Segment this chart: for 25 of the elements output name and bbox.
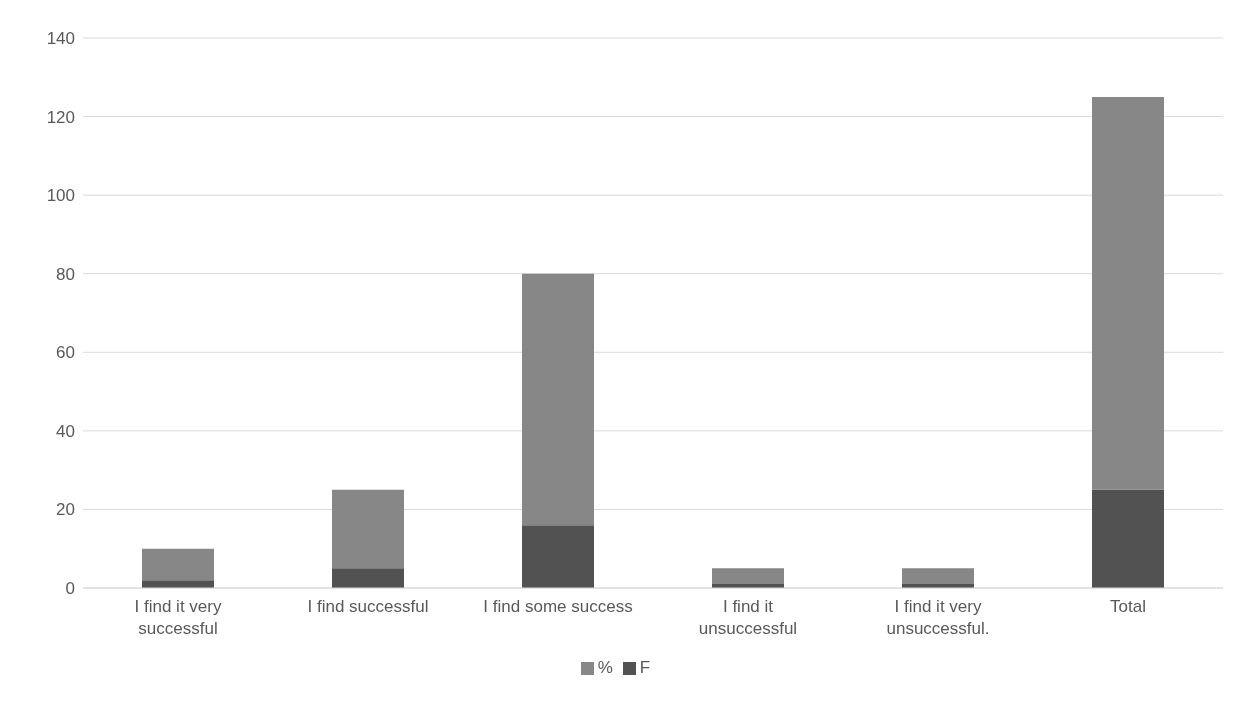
bar: [332, 489, 404, 569]
x-tick-label: I find it very unsuccessful.: [886, 597, 990, 638]
y-tick-label: 140: [46, 29, 75, 49]
y-tick-label: 120: [46, 107, 75, 127]
x-tick-label: I find successful: [307, 597, 429, 616]
bar: [902, 568, 974, 585]
legend-label: %: [597, 658, 613, 677]
y-tick-label: 20: [56, 500, 75, 520]
bar: [522, 525, 594, 588]
x-tick-label: I find it unsuccessful: [698, 597, 798, 638]
y-tick-label: 60: [56, 343, 75, 363]
x-tick-label: I find it very successful: [134, 597, 222, 638]
x-tick-label: Total: [1110, 597, 1146, 616]
y-tick-label: 80: [56, 264, 75, 284]
bar: [712, 568, 784, 585]
y-tick-label: 0: [65, 579, 75, 599]
legend-label: F: [639, 658, 651, 677]
bar: [1092, 489, 1164, 588]
bar: [332, 568, 404, 588]
bar: [142, 548, 214, 581]
bar: [522, 273, 594, 526]
y-tick-label: 40: [56, 421, 75, 441]
y-tick-label: 100: [46, 186, 75, 206]
bar: [1092, 96, 1164, 490]
x-tick-label: I find some success: [483, 597, 633, 616]
